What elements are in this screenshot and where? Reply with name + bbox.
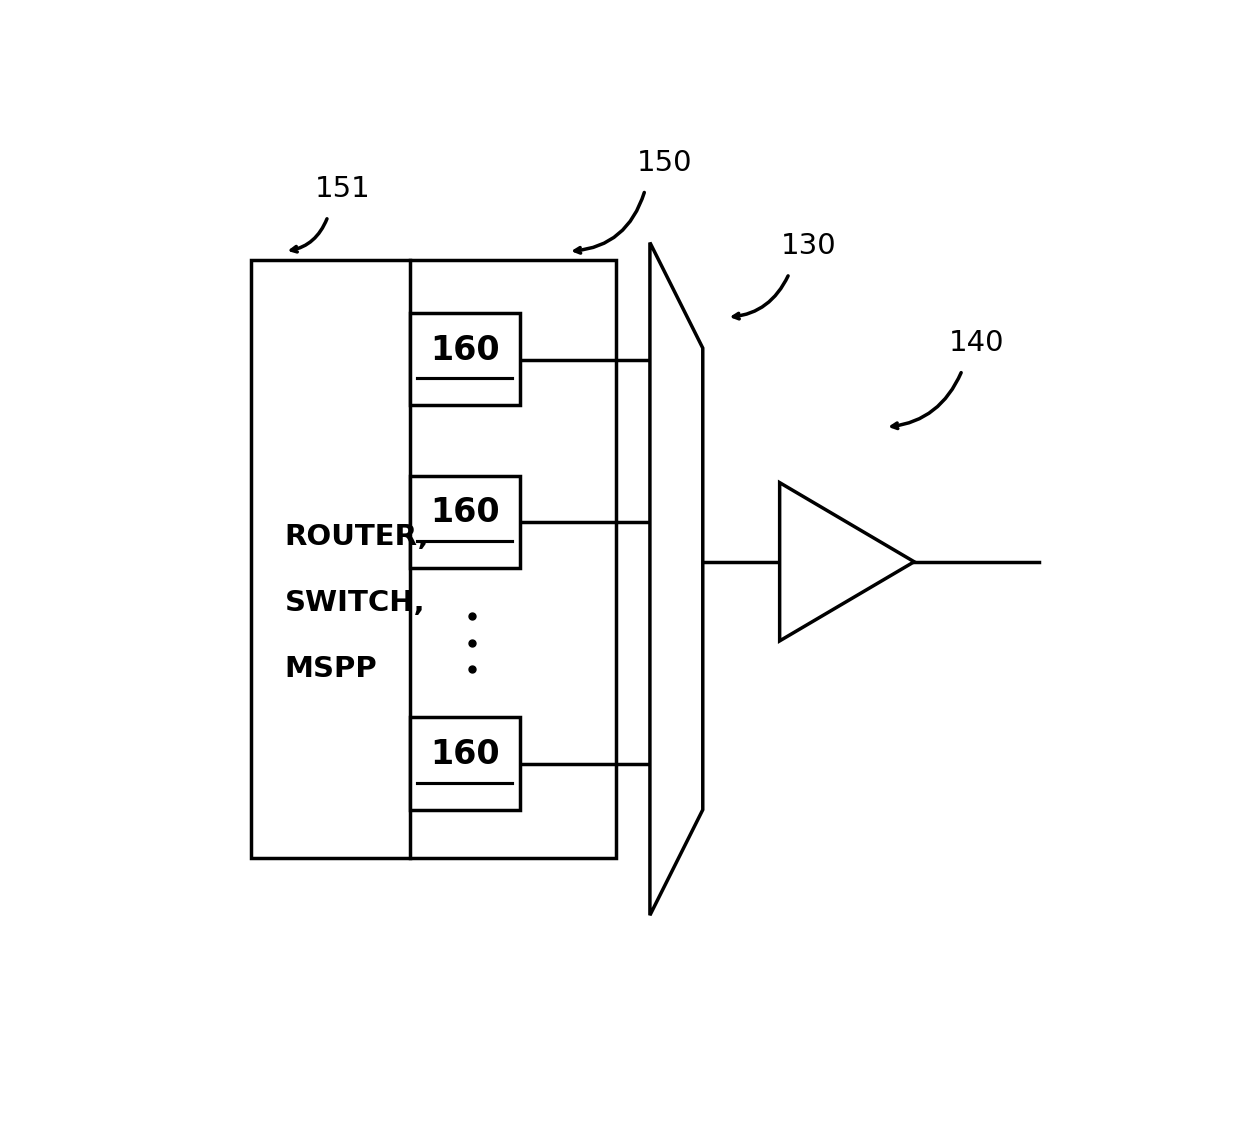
Bar: [250, 260, 616, 858]
Text: ROUTER,: ROUTER,: [285, 523, 429, 552]
Text: 160: 160: [430, 333, 500, 367]
Text: MSPP: MSPP: [285, 656, 377, 683]
Bar: [409, 313, 521, 405]
Bar: [409, 717, 521, 810]
Bar: [409, 475, 521, 568]
Text: 160: 160: [430, 738, 500, 771]
Text: 130: 130: [781, 232, 836, 260]
Polygon shape: [780, 483, 914, 641]
Text: 160: 160: [430, 497, 500, 530]
Text: 151: 151: [315, 175, 371, 203]
Text: 150: 150: [636, 148, 692, 177]
Text: 140: 140: [949, 329, 1004, 356]
Polygon shape: [650, 242, 703, 915]
Text: SWITCH,: SWITCH,: [285, 589, 425, 617]
